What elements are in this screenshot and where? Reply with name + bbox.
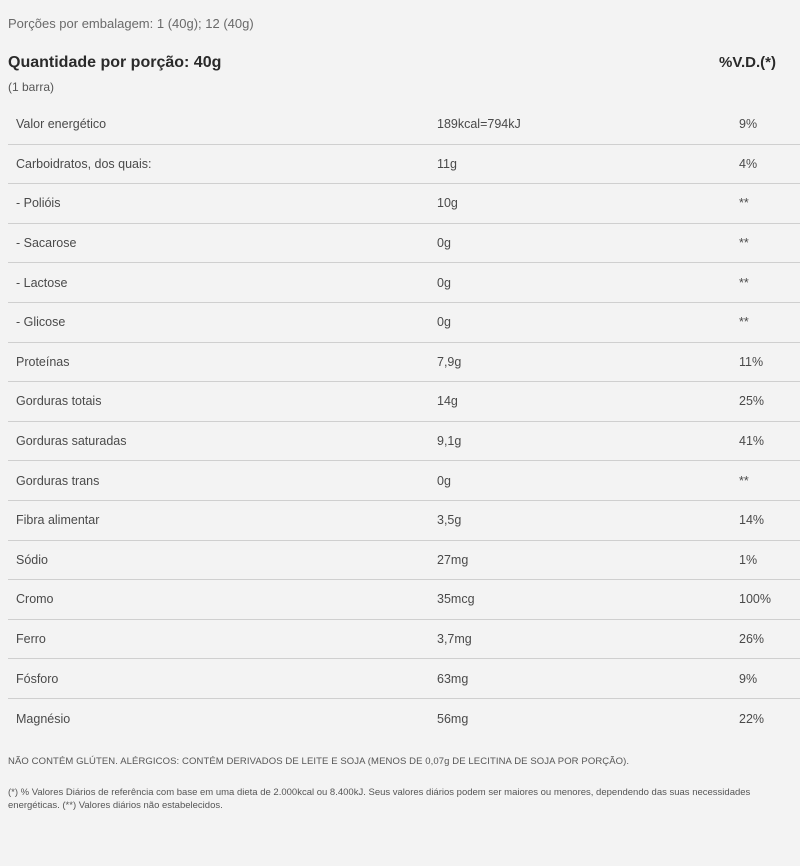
nutrient-name: Valor energético	[16, 117, 107, 132]
nutrient-amount: 189kcal=794kJ	[437, 117, 521, 132]
nutrient-amount: 10g	[437, 196, 458, 211]
table-row: Valor energético 189kcal=794kJ 9%	[8, 105, 800, 145]
nutrient-name: Carboidratos, dos quais:	[16, 156, 152, 171]
table-row: Gorduras saturadas 9,1g 41%	[8, 422, 800, 462]
nutrient-daily-value: 100%	[739, 592, 771, 607]
servings-per-package: Porções por embalagem: 1 (40g); 12 (40g)	[8, 16, 254, 31]
nutrient-name: Fibra alimentar	[16, 513, 100, 528]
nutrient-daily-value: **	[739, 315, 749, 330]
nutrient-daily-value: 14%	[739, 513, 765, 528]
nutrient-amount: 0g	[437, 315, 451, 330]
table-row: Sódio 27mg 1%	[8, 541, 800, 581]
nutrient-daily-value: 4%	[739, 156, 758, 171]
nutrient-name: - Lactose	[16, 275, 68, 290]
nutrient-daily-value: 25%	[739, 394, 765, 409]
nutrient-amount: 0g	[437, 236, 451, 251]
nutrient-amount: 3,5g	[437, 513, 462, 528]
portion-header: Quantidade por porção: 40g %V.D.(*)	[8, 54, 776, 72]
nutrient-name: Gorduras saturadas	[16, 434, 127, 449]
table-row: Gorduras trans 0g **	[8, 461, 800, 501]
nutrient-name: - Sacarose	[16, 236, 77, 251]
table-row: Fibra alimentar 3,5g 14%	[8, 501, 800, 541]
daily-value-footnote: (*) % Valores Diários de referência com …	[8, 787, 751, 811]
nutrient-daily-value: 11%	[739, 354, 764, 369]
nutrient-amount: 3,7mg	[437, 632, 472, 647]
table-row: Gorduras totais 14g 25%	[8, 382, 800, 422]
nutrient-daily-value: 41%	[739, 434, 765, 449]
nutrient-amount: 27mg	[437, 552, 469, 567]
nutrient-amount: 7,9g	[437, 354, 462, 369]
nutrient-name: Proteínas	[16, 354, 70, 369]
nutrient-name: Sódio	[16, 552, 48, 567]
table-row: Carboidratos, dos quais: 11g 4%	[8, 145, 800, 185]
nutrient-name: - Polióis	[16, 196, 61, 211]
portion-subtitle: (1 barra)	[8, 80, 55, 94]
table-row: Ferro 3,7mg 26%	[8, 620, 800, 660]
nutrient-amount: 56mg	[437, 711, 469, 726]
nutrient-amount: 14g	[437, 394, 458, 409]
nutrient-amount: 0g	[437, 473, 451, 488]
nutrient-daily-value: 1%	[739, 552, 758, 567]
table-row: Magnésio 56mg 22%	[8, 699, 800, 739]
table-row: - Lactose 0g **	[8, 263, 800, 303]
nutrient-daily-value: **	[739, 275, 749, 290]
nutrient-name: Magnésio	[16, 711, 71, 726]
nutrient-name: Cromo	[16, 592, 54, 607]
nutrient-daily-value: **	[739, 196, 749, 211]
nutrient-daily-value: 9%	[739, 117, 758, 132]
daily-value-header: %V.D.(*)	[719, 54, 776, 71]
nutrient-daily-value: 26%	[739, 632, 765, 647]
table-row: Fósforo 63mg 9%	[8, 659, 800, 699]
nutrient-daily-value: 22%	[739, 711, 765, 726]
table-row: Cromo 35mcg 100%	[8, 580, 800, 620]
nutrient-name: Gorduras totais	[16, 394, 102, 409]
nutrient-name: Fósforo	[16, 671, 59, 686]
table-row: - Glicose 0g **	[8, 303, 800, 343]
nutrient-daily-value: **	[739, 236, 749, 251]
nutrition-table: Valor energético 189kcal=794kJ 9% Carboi…	[8, 105, 800, 739]
table-row: Proteínas 7,9g 11%	[8, 343, 800, 383]
portion-title: Quantidade por porção: 40g	[8, 54, 222, 71]
nutrient-amount: 11g	[437, 156, 457, 171]
nutrient-amount: 35mcg	[437, 592, 475, 607]
nutrient-name: Gorduras trans	[16, 473, 100, 488]
allergen-notice: NÃO CONTÉM GLÚTEN. ALÉRGICOS: CONTÉM DER…	[8, 756, 630, 767]
nutrient-amount: 0g	[437, 275, 451, 290]
table-row: - Sacarose 0g **	[8, 224, 800, 264]
nutrient-name: Ferro	[16, 632, 46, 647]
nutrient-amount: 63mg	[437, 671, 469, 686]
nutrient-daily-value: **	[739, 473, 749, 488]
nutrient-daily-value: 9%	[739, 671, 758, 686]
table-row: - Polióis 10g **	[8, 184, 800, 224]
nutrient-name: - Glicose	[16, 315, 66, 330]
nutrient-amount: 9,1g	[437, 434, 462, 449]
